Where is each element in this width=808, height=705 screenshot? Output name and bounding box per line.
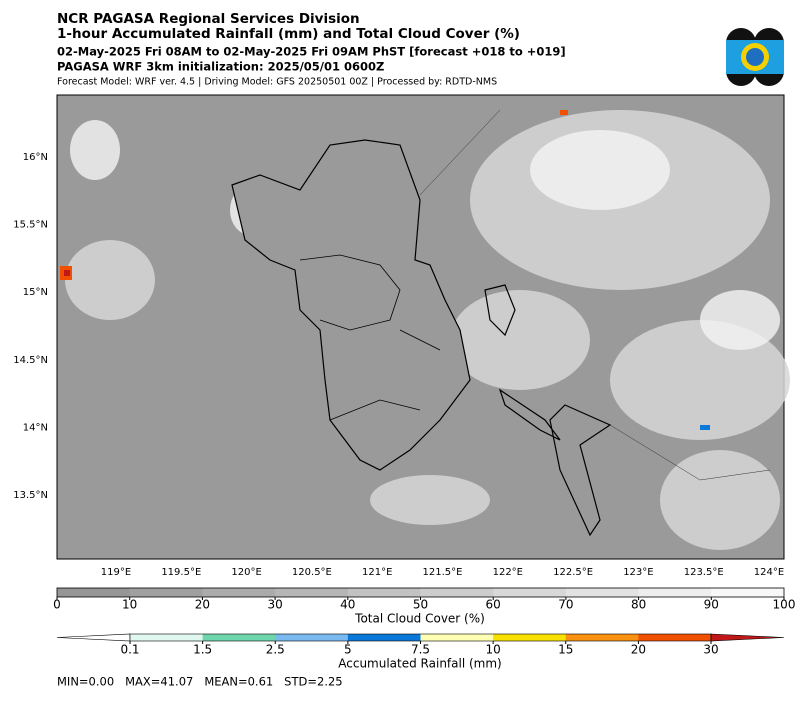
colorbar-segment — [565, 634, 639, 641]
colorbar-tick-label: 10 — [485, 643, 500, 657]
subtitle: 1-hour Accumulated Rainfall (mm) and Tot… — [57, 26, 520, 42]
colorbar-tick-label: 15 — [558, 643, 573, 657]
colorbar-tick-label: 30 — [703, 643, 718, 657]
stats: MIN=0.00 MAX=41.07 MEAN=0.61 STD=2.25 — [57, 675, 343, 689]
colorbar-tick-label: 0 — [53, 598, 61, 612]
colorbar-tick-label: 10 — [122, 598, 137, 612]
colorbar-segment — [202, 634, 276, 641]
colorbar-segment — [711, 588, 785, 597]
lon-label: 122.5°E — [553, 567, 593, 578]
colorbar-segment — [202, 588, 276, 597]
valid-time: 02-May-2025 Fri 08AM to 02-May-2025 Fri … — [57, 45, 566, 59]
colorbar-extend-low — [56, 633, 131, 642]
lon-label: 119.5°E — [161, 567, 201, 578]
lon-label: 123.5°E — [684, 567, 724, 578]
lon-label: 119°E — [101, 567, 131, 578]
lon-label: 121.5°E — [423, 567, 463, 578]
lon-label: 121°E — [362, 567, 392, 578]
colorbar-tick-label: 7.5 — [411, 643, 430, 657]
lat-labels: 16°N 15.5°N 15°N 14.5°N 14°N 13.5°N — [13, 152, 48, 501]
lon-label: 123°E — [623, 567, 653, 578]
colorbar-segment — [129, 588, 203, 597]
colorbar-tick-label: 2.5 — [266, 643, 285, 657]
model-info: Forecast Model: WRF ver. 4.5 | Driving M… — [57, 77, 497, 88]
colorbar-tick-label: 20 — [195, 598, 210, 612]
colorbar-segment — [347, 634, 421, 641]
colorbar-tick-label: 30 — [267, 598, 282, 612]
colorbar-segment — [275, 634, 349, 641]
colorbar-tick-label: 20 — [631, 643, 646, 657]
cloud-colorbar: 0 10 20 30 40 50 60 70 80 90 100 — [53, 587, 796, 612]
lat-label: 15.5°N — [13, 220, 48, 231]
colorbar-tick-label: 70 — [558, 598, 573, 612]
rain-colorbar-label: Accumulated Rainfall (mm) — [338, 657, 501, 671]
lat-label: 14.5°N — [13, 355, 48, 366]
colorbar-tick-label: 60 — [486, 598, 501, 612]
lat-label: 13.5°N — [13, 490, 48, 501]
colorbar-extend-high — [710, 633, 785, 642]
colorbar-tick-label: 0.1 — [120, 643, 139, 657]
colorbar-tick-label: 90 — [704, 598, 719, 612]
colorbar-tick-label: 100 — [773, 598, 796, 612]
lon-labels: 119°E 119.5°E 120°E 120.5°E 121°E 121.5°E 122°… — [101, 567, 784, 578]
map — [56, 94, 790, 560]
colorbar-segment — [638, 634, 712, 641]
logo — [726, 28, 784, 86]
colorbar-segment — [420, 634, 494, 641]
colorbar-tick-label: 1.5 — [193, 643, 212, 657]
lon-label: 120.5°E — [292, 567, 332, 578]
colorbar-segment — [638, 588, 712, 597]
colorbar-segment — [420, 588, 494, 597]
colorbar-segment — [130, 634, 204, 641]
lat-label: 14°N — [23, 422, 48, 433]
lat-label: 15°N — [23, 287, 48, 298]
colorbar-tick-label: 80 — [631, 598, 646, 612]
lon-label: 120°E — [231, 567, 261, 578]
initialization: PAGASA WRF 3km initialization: 2025/05/0… — [57, 60, 384, 74]
colorbar-segment — [275, 588, 349, 597]
colorbar-segment — [493, 634, 567, 641]
lat-label: 16°N — [23, 152, 48, 163]
rain-colorbar: 0.1 1.5 2.5 5 7.5 10 15 20 30 — [56, 633, 785, 657]
cloud-colorbar-label: Total Cloud Cover (%) — [354, 612, 485, 626]
colorbar-segment — [347, 588, 421, 597]
colorbar-tick-label: 5 — [344, 643, 352, 657]
colorbar-tick-label: 50 — [413, 598, 428, 612]
lon-label: 124°E — [754, 567, 784, 578]
title: NCR PAGASA Regional Services Division — [57, 11, 360, 27]
colorbar-segment — [565, 588, 640, 597]
colorbar-segment — [57, 588, 131, 597]
colorbar-segment — [493, 588, 567, 597]
colorbar-tick-label: 40 — [340, 598, 355, 612]
lon-label: 122°E — [493, 567, 523, 578]
